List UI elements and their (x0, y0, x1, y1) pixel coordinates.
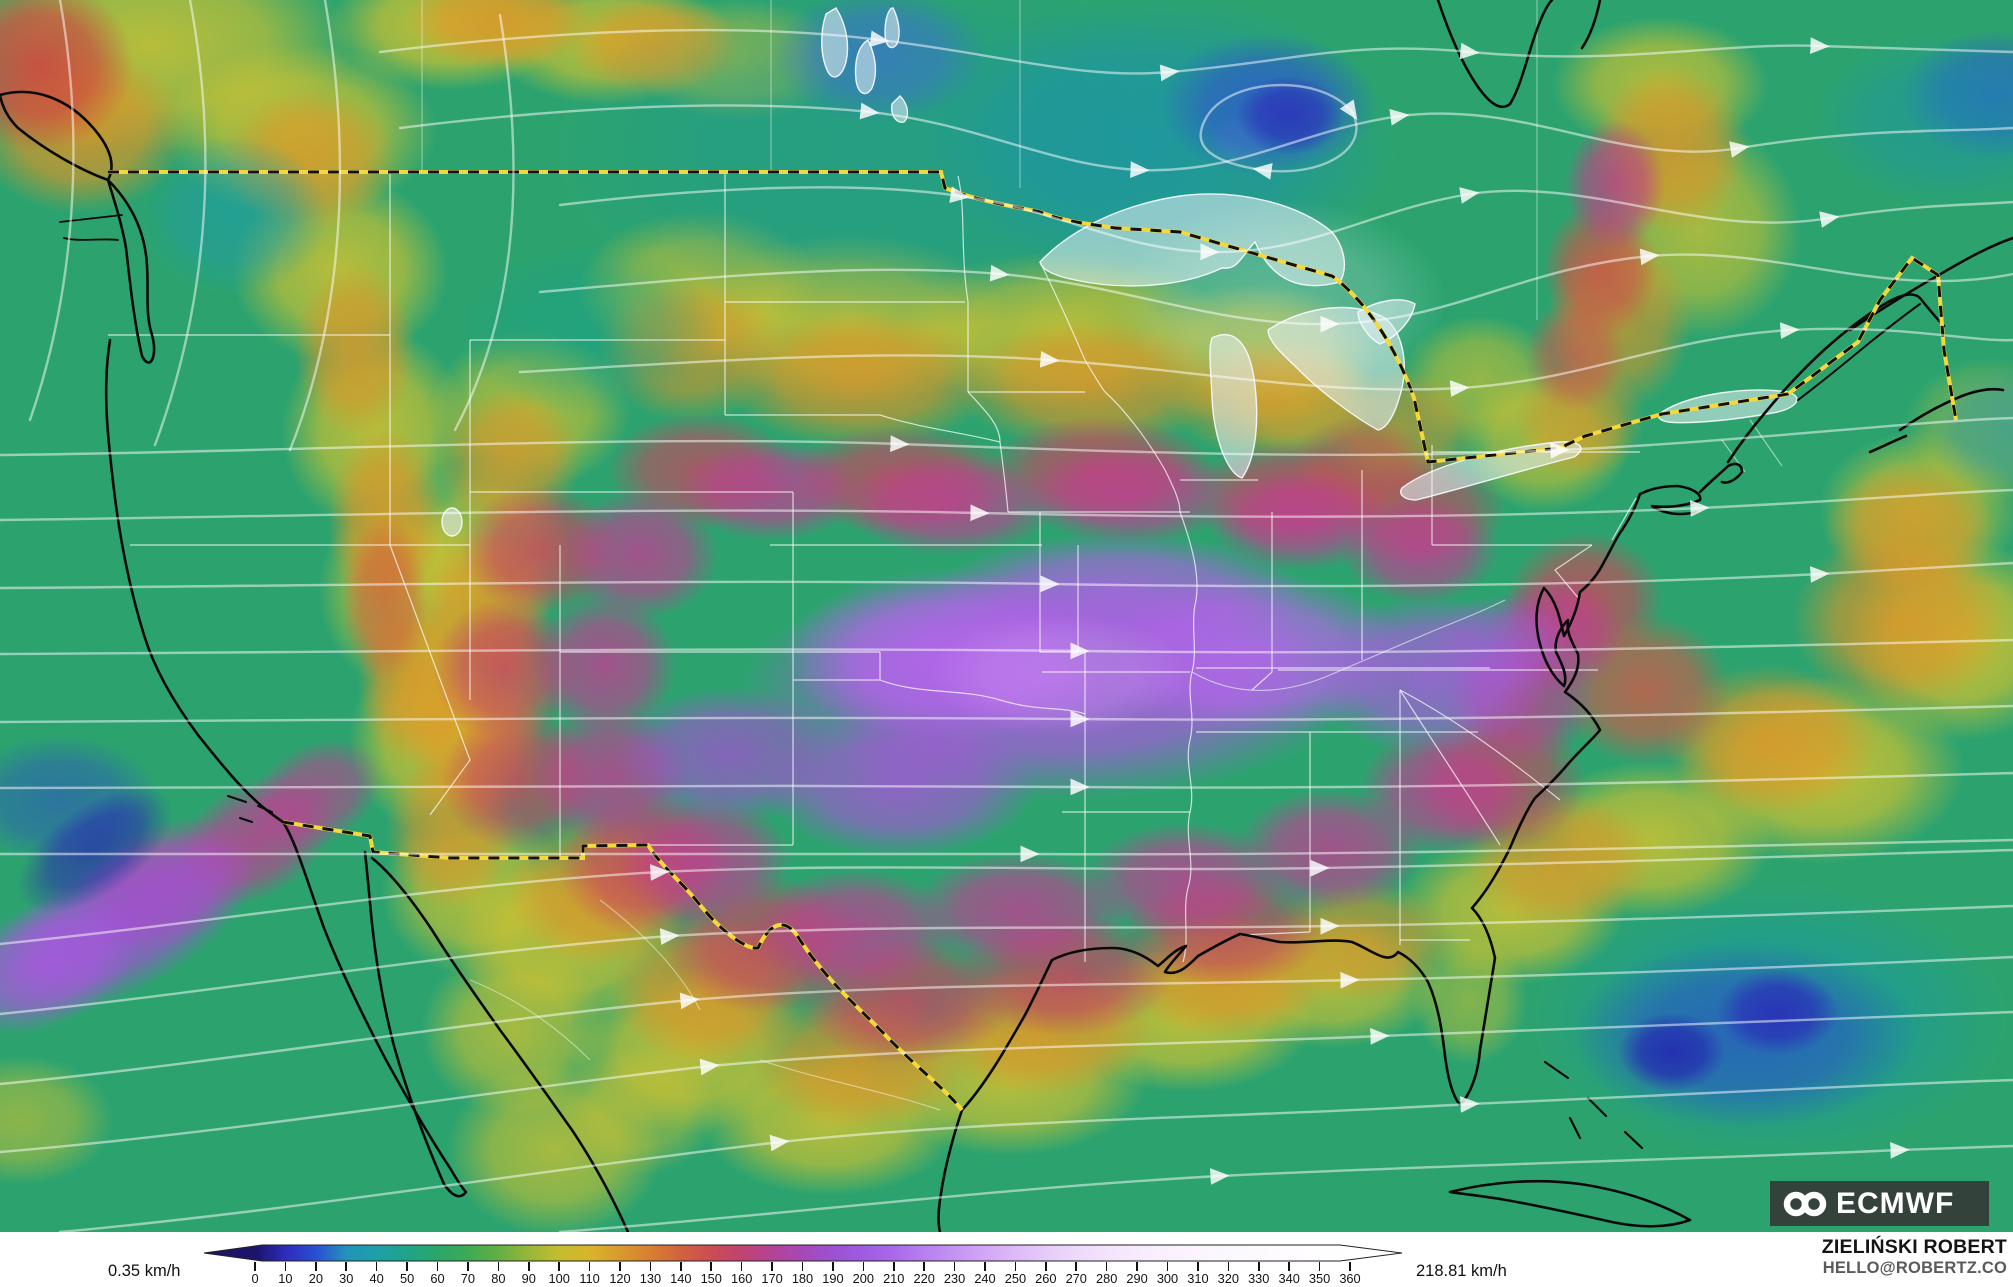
legend-min-label: 0.35 km/h (108, 1262, 181, 1280)
legend-tick (619, 1262, 621, 1271)
legend-tick-label: 70 (460, 1271, 476, 1286)
legend-tick (1075, 1262, 1078, 1271)
legend-tick-label: 200 (852, 1271, 875, 1286)
legend-tick (1318, 1262, 1321, 1271)
legend-tick-label: 10 (278, 1271, 293, 1286)
legend-tick-label: 270 (1065, 1271, 1087, 1286)
legend-tick-label: 330 (1248, 1271, 1270, 1286)
streamlines (0, 0, 2013, 1232)
legend-tick-label: 130 (639, 1271, 662, 1286)
legend-tick-label: 250 (1004, 1271, 1027, 1286)
attribution: ZIELIŃSKI ROBERT HELLO@ROBERTZ.CO (1822, 1236, 2007, 1278)
legend-tick (1105, 1262, 1108, 1271)
legend-tick (649, 1262, 652, 1271)
legend-tick-label: 210 (883, 1271, 905, 1286)
legend-tick-label: 40 (369, 1271, 384, 1286)
legend-tick-label: 110 (579, 1271, 600, 1286)
legend-tick (1014, 1262, 1017, 1271)
legend-tick-label: 120 (609, 1271, 631, 1286)
legend-tick (710, 1262, 713, 1271)
great-lakes (441, 7, 1798, 537)
legend-tick (892, 1262, 895, 1271)
legend-tick-label: 140 (670, 1271, 692, 1286)
legend-tick-label: 220 (913, 1271, 935, 1286)
legend-tick (984, 1262, 986, 1271)
state-borders (108, 0, 1783, 1111)
ecmwf-logo-text: ECMWF (1836, 1186, 1955, 1220)
legend-tick (680, 1262, 682, 1271)
legend-tick (801, 1262, 804, 1271)
legend-tick (558, 1262, 560, 1271)
legend-tick (953, 1262, 956, 1271)
legend-tick-label: 260 (1035, 1271, 1057, 1286)
legend-tick-label: 240 (974, 1271, 996, 1286)
legend-tick (406, 1262, 408, 1271)
legend-tick-label: 0 (251, 1271, 259, 1286)
legend-tick-label: 300 (1156, 1271, 1179, 1286)
legend-tick (345, 1262, 348, 1271)
ecmwf-rings-icon (1783, 1191, 1827, 1216)
legend-tick-label: 320 (1217, 1271, 1240, 1286)
legend-tick-label: 290 (1126, 1271, 1148, 1286)
legend-tick-label: 160 (730, 1271, 753, 1286)
legend-tick (832, 1262, 834, 1271)
legend-tick (284, 1262, 287, 1271)
map-overlay-svg (0, 0, 2013, 1232)
legend-tick-label: 60 (430, 1271, 445, 1286)
ecmwf-logo: ECMWF (1770, 1181, 1989, 1226)
national-borders (108, 170, 1958, 1112)
map-canvas: ECMWF (0, 0, 2013, 1232)
legend-tick (467, 1262, 469, 1271)
legend-tick-label: 280 (1095, 1271, 1118, 1286)
legend-tick (862, 1262, 865, 1271)
legend-tick (1045, 1262, 1047, 1271)
legend-tick (1288, 1262, 1290, 1271)
legend-tick (923, 1262, 925, 1271)
legend-tick-label: 30 (339, 1271, 354, 1286)
legend-tick-label: 170 (761, 1271, 783, 1286)
legend-tick-label: 150 (700, 1271, 722, 1286)
legend-tick (497, 1262, 500, 1271)
legend-tick (1197, 1262, 1199, 1271)
legend-tick-label: 360 (1339, 1271, 1361, 1286)
legend-tick-label: 310 (1187, 1271, 1209, 1286)
legend-tick (1136, 1262, 1138, 1271)
attribution-email: HELLO@ROBERTZ.CO (1822, 1259, 2007, 1277)
legend-tick (1227, 1262, 1230, 1271)
legend-tick-label: 350 (1308, 1271, 1331, 1286)
legend-tick-label: 190 (822, 1271, 844, 1286)
legend-tick (588, 1262, 591, 1271)
legend-tick (740, 1262, 743, 1271)
legend-colorbar (203, 1244, 1403, 1262)
legend-tick (1349, 1262, 1351, 1271)
legend-max-label: 218.81 km/h (1416, 1262, 1507, 1280)
legend-tick-label: 230 (943, 1271, 966, 1286)
legend-tick-label: 20 (308, 1271, 323, 1286)
legend-tick (375, 1262, 378, 1271)
legend-tick-label: 340 (1278, 1271, 1300, 1286)
legend-tick-label: 180 (791, 1271, 814, 1286)
legend-tick (315, 1262, 317, 1271)
legend-tick (436, 1262, 439, 1271)
legend-tick (1166, 1262, 1169, 1271)
legend-tick-label: 100 (548, 1271, 570, 1286)
legend-tick (771, 1262, 773, 1271)
legend-tick-label: 80 (491, 1271, 506, 1286)
attribution-name: ZIELIŃSKI ROBERT (1821, 1236, 2007, 1258)
legend-tick-label: 90 (521, 1271, 536, 1286)
legend-tick (254, 1262, 256, 1271)
legend-tick-label: 50 (399, 1271, 415, 1286)
legend-tick (527, 1262, 530, 1271)
legend-tick (1257, 1262, 1260, 1271)
